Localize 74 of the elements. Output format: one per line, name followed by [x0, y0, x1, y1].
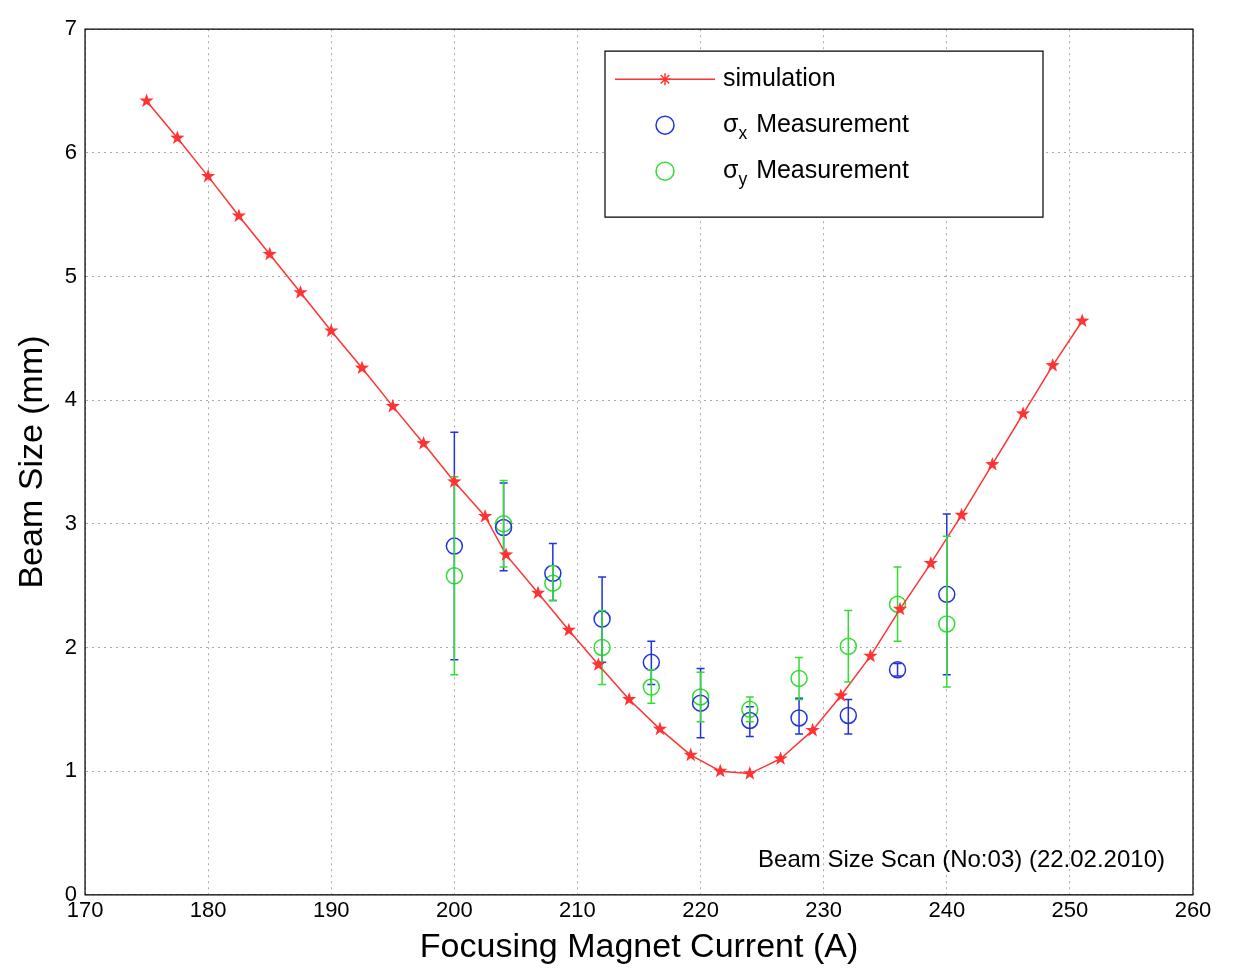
point	[498, 547, 514, 561]
point	[741, 700, 759, 719]
point	[324, 323, 339, 337]
point	[839, 706, 858, 725]
point	[833, 688, 849, 702]
point	[691, 688, 710, 706]
point	[591, 657, 606, 671]
point	[683, 747, 698, 762]
point	[139, 93, 154, 107]
point	[593, 638, 611, 657]
point	[892, 601, 908, 616]
y-tick-label: 1	[64, 757, 78, 783]
point	[494, 518, 513, 537]
point	[839, 637, 858, 655]
point	[790, 669, 808, 688]
x-tick-label: 200	[436, 897, 473, 923]
x-tick-label: 180	[189, 897, 227, 923]
point	[447, 474, 462, 488]
point	[713, 763, 728, 778]
point	[652, 721, 668, 736]
x-tick-label: 230	[805, 897, 843, 923]
point	[938, 615, 956, 633]
x-tick-label: 220	[682, 897, 719, 923]
point	[354, 360, 370, 375]
point	[1045, 358, 1060, 372]
annotation: Beam Size Scan (No:03) (22.02.2010)	[758, 844, 1165, 872]
point	[773, 751, 788, 765]
x-tick-label: 250	[1051, 897, 1089, 923]
point	[416, 435, 431, 450]
y-tick-label: 6	[64, 138, 78, 164]
y-tick-label: 7	[64, 15, 78, 41]
point	[544, 564, 562, 583]
point	[494, 515, 513, 533]
point	[1075, 313, 1090, 328]
point	[478, 508, 493, 523]
point	[741, 711, 759, 730]
point	[888, 595, 907, 613]
y-axis-title: Beam Size (mm)	[10, 335, 49, 589]
point	[742, 766, 757, 780]
point	[561, 622, 576, 637]
y-tick-label: 4	[64, 386, 78, 412]
point	[642, 653, 661, 672]
x-axis-title: Focusing Magnet Current (A)	[419, 925, 859, 964]
point	[622, 691, 637, 706]
point	[888, 660, 907, 679]
point	[385, 398, 400, 413]
point	[170, 130, 185, 145]
point	[593, 610, 611, 628]
point	[954, 507, 969, 522]
x-tick-label: 210	[559, 897, 596, 923]
y-tick-label: 5	[64, 262, 78, 288]
point	[445, 537, 464, 555]
point	[985, 456, 1000, 471]
point	[544, 574, 562, 592]
point	[938, 585, 956, 604]
point	[293, 285, 308, 299]
point	[262, 246, 277, 261]
point	[805, 722, 820, 737]
point	[445, 567, 464, 585]
x-tick-label: 240	[928, 897, 966, 923]
legend-label: simulation	[723, 63, 836, 92]
x-tick-label: 260	[1174, 897, 1212, 923]
y-tick-label: 3	[64, 509, 78, 535]
point	[691, 694, 710, 712]
x-tick-label: 190	[312, 897, 350, 923]
point	[642, 678, 661, 696]
point	[790, 709, 808, 727]
y-tick-label: 2	[64, 633, 78, 659]
point	[201, 168, 216, 183]
point	[530, 585, 546, 600]
point	[923, 555, 938, 570]
point	[863, 648, 878, 663]
point	[1015, 406, 1031, 420]
point	[231, 208, 247, 222]
